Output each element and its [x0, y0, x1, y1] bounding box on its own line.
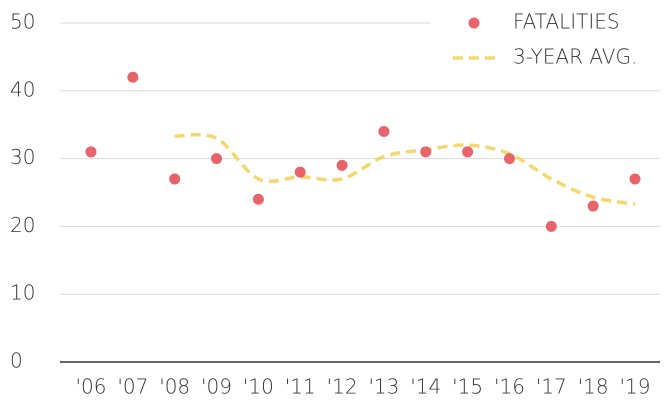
- point: [462, 146, 474, 158]
- x-tick-label: '17: [536, 375, 567, 399]
- y-tick-label: 10: [10, 281, 35, 305]
- legend-marker: [468, 17, 480, 29]
- x-tick-label: '11: [285, 375, 316, 399]
- point: [629, 173, 641, 185]
- x-tick-label: '18: [578, 375, 609, 399]
- x-tick-label: '06: [76, 375, 107, 399]
- point: [169, 173, 181, 185]
- x-tick-label: '08: [159, 375, 190, 399]
- point: [545, 220, 557, 232]
- point: [211, 153, 223, 165]
- point: [294, 166, 306, 178]
- x-tick-label: '10: [243, 375, 274, 399]
- x-tick-label: '19: [620, 375, 651, 399]
- point: [252, 193, 264, 205]
- x-tick-label: '07: [117, 375, 148, 399]
- legend-label: 3-YEAR AVG.: [513, 45, 637, 69]
- y-tick-label: 50: [10, 10, 35, 34]
- x-tick-label: '12: [327, 375, 358, 399]
- y-tick-label: 30: [10, 145, 35, 169]
- point: [85, 146, 97, 158]
- y-tick-label: 20: [10, 213, 35, 237]
- y-tick-label: 0: [10, 349, 23, 373]
- x-tick-label: '13: [368, 375, 399, 399]
- point: [587, 200, 599, 212]
- y-tick-label: 40: [10, 77, 35, 101]
- legend-label: FATALITIES: [513, 10, 620, 34]
- point: [127, 71, 139, 83]
- point: [503, 153, 515, 165]
- x-tick-label: '16: [494, 375, 525, 399]
- point: [420, 146, 432, 158]
- x-tick-label: '15: [452, 375, 483, 399]
- x-tick-label: '14: [410, 375, 441, 399]
- avg-line: [174, 132, 636, 206]
- point: [378, 125, 390, 137]
- x-tick-label: '09: [201, 375, 232, 399]
- point: [336, 159, 348, 171]
